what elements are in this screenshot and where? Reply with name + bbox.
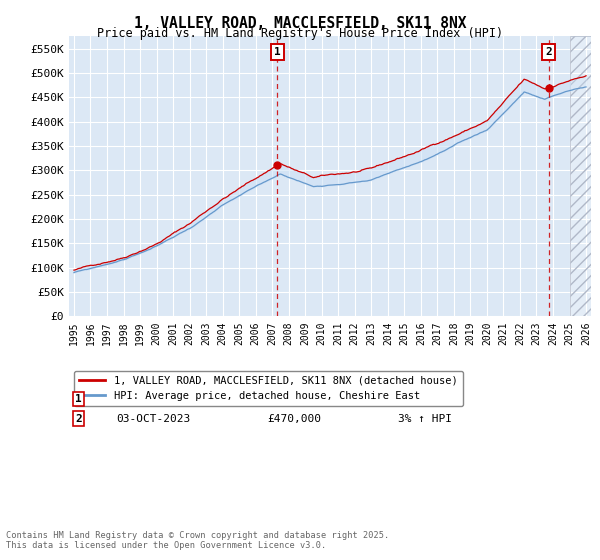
Text: £470,000: £470,000	[268, 414, 322, 423]
Text: 2: 2	[75, 414, 82, 423]
Text: £310,000: £310,000	[268, 394, 322, 404]
Text: 7% ↑ HPI: 7% ↑ HPI	[398, 394, 452, 404]
Text: Contains HM Land Registry data © Crown copyright and database right 2025.
This d: Contains HM Land Registry data © Crown c…	[6, 530, 389, 550]
Bar	[569, 36, 600, 316]
Text: 2: 2	[545, 47, 552, 57]
Legend: 1, VALLEY ROAD, MACCLESFIELD, SK11 8NX (detached house), HPI: Average price, det: 1, VALLEY ROAD, MACCLESFIELD, SK11 8NX (…	[74, 371, 463, 406]
Text: 1, VALLEY ROAD, MACCLESFIELD, SK11 8NX: 1, VALLEY ROAD, MACCLESFIELD, SK11 8NX	[134, 16, 466, 31]
Text: 23-APR-2007: 23-APR-2007	[116, 394, 190, 404]
Text: Price paid vs. HM Land Registry's House Price Index (HPI): Price paid vs. HM Land Registry's House …	[97, 27, 503, 40]
Text: 3% ↑ HPI: 3% ↑ HPI	[398, 414, 452, 423]
Text: 03-OCT-2023: 03-OCT-2023	[116, 414, 190, 423]
Text: 1: 1	[274, 47, 281, 57]
Text: 1: 1	[75, 394, 82, 404]
